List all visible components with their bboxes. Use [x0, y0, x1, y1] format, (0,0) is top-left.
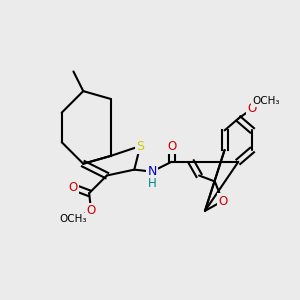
Text: H: H — [148, 177, 156, 190]
Text: O: O — [248, 102, 257, 115]
Text: O: O — [86, 204, 96, 218]
Text: N: N — [147, 165, 157, 178]
Text: O: O — [218, 194, 227, 208]
Text: O: O — [69, 181, 78, 194]
Text: OCH₃: OCH₃ — [252, 96, 280, 106]
Text: OCH₃: OCH₃ — [60, 214, 87, 224]
Text: O: O — [167, 140, 176, 153]
Text: S: S — [136, 140, 144, 153]
